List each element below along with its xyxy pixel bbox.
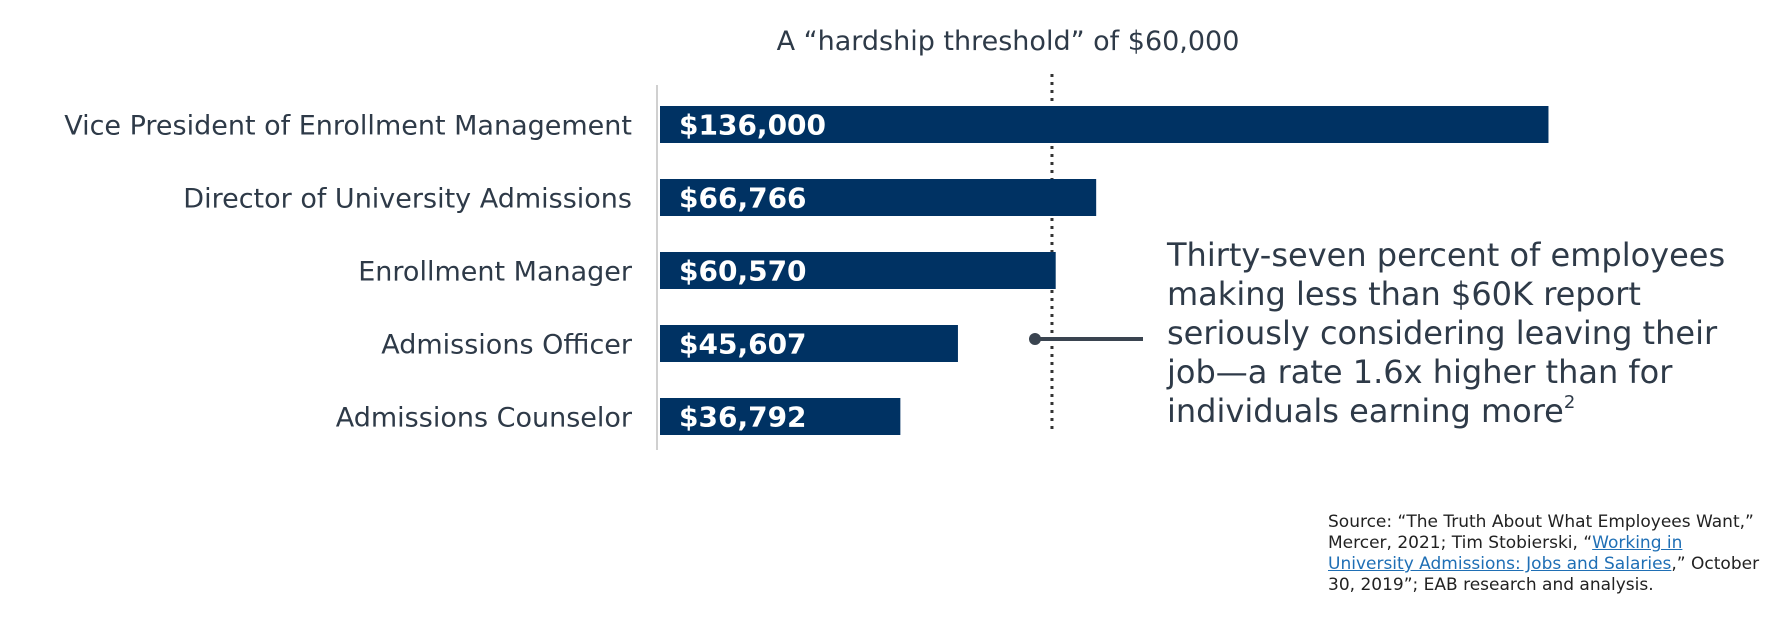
source-note: Source: “The Truth About What Employees … [1328, 512, 1768, 596]
bar [660, 252, 1056, 289]
bar [660, 106, 1549, 143]
source-link[interactable]: Working in University Admissions: Jobs a… [1328, 533, 1683, 574]
bar-value-label: $66,766 [679, 182, 807, 215]
callout-text: Thirty-seven percent of employees making… [1167, 236, 1767, 431]
bar-value-label: $136,000 [679, 109, 826, 142]
category-label: Admissions Counselor [336, 403, 633, 434]
source-prefix: Source: “The Truth About What Employees … [1328, 512, 1754, 553]
bar-series: Vice President of Enrollment Management $… [64, 106, 1549, 435]
source-suffix: ,” October 30, 2019”; EAB research and a… [1328, 554, 1760, 595]
bar-value-label: $60,570 [679, 255, 807, 288]
bar [660, 325, 958, 362]
bar-value-label: $36,792 [679, 401, 807, 434]
threshold-label: A “hardship threshold” of $60,000 [777, 26, 1240, 57]
category-label: Vice President of Enrollment Management [64, 111, 632, 142]
category-label: Admissions Officer [381, 330, 633, 361]
bar [660, 179, 1097, 216]
callout-footnote: 2 [1563, 392, 1576, 413]
category-label: Enrollment Manager [358, 257, 633, 288]
category-label: Director of University Admissions [183, 184, 632, 215]
bar-value-label: $45,607 [679, 328, 807, 361]
bar [660, 398, 901, 435]
callout-body: Thirty-seven percent of employees making… [1167, 236, 1726, 430]
salary-bar-chart: A “hardship threshold” of $60,000 Vice P… [64, 26, 1549, 450]
